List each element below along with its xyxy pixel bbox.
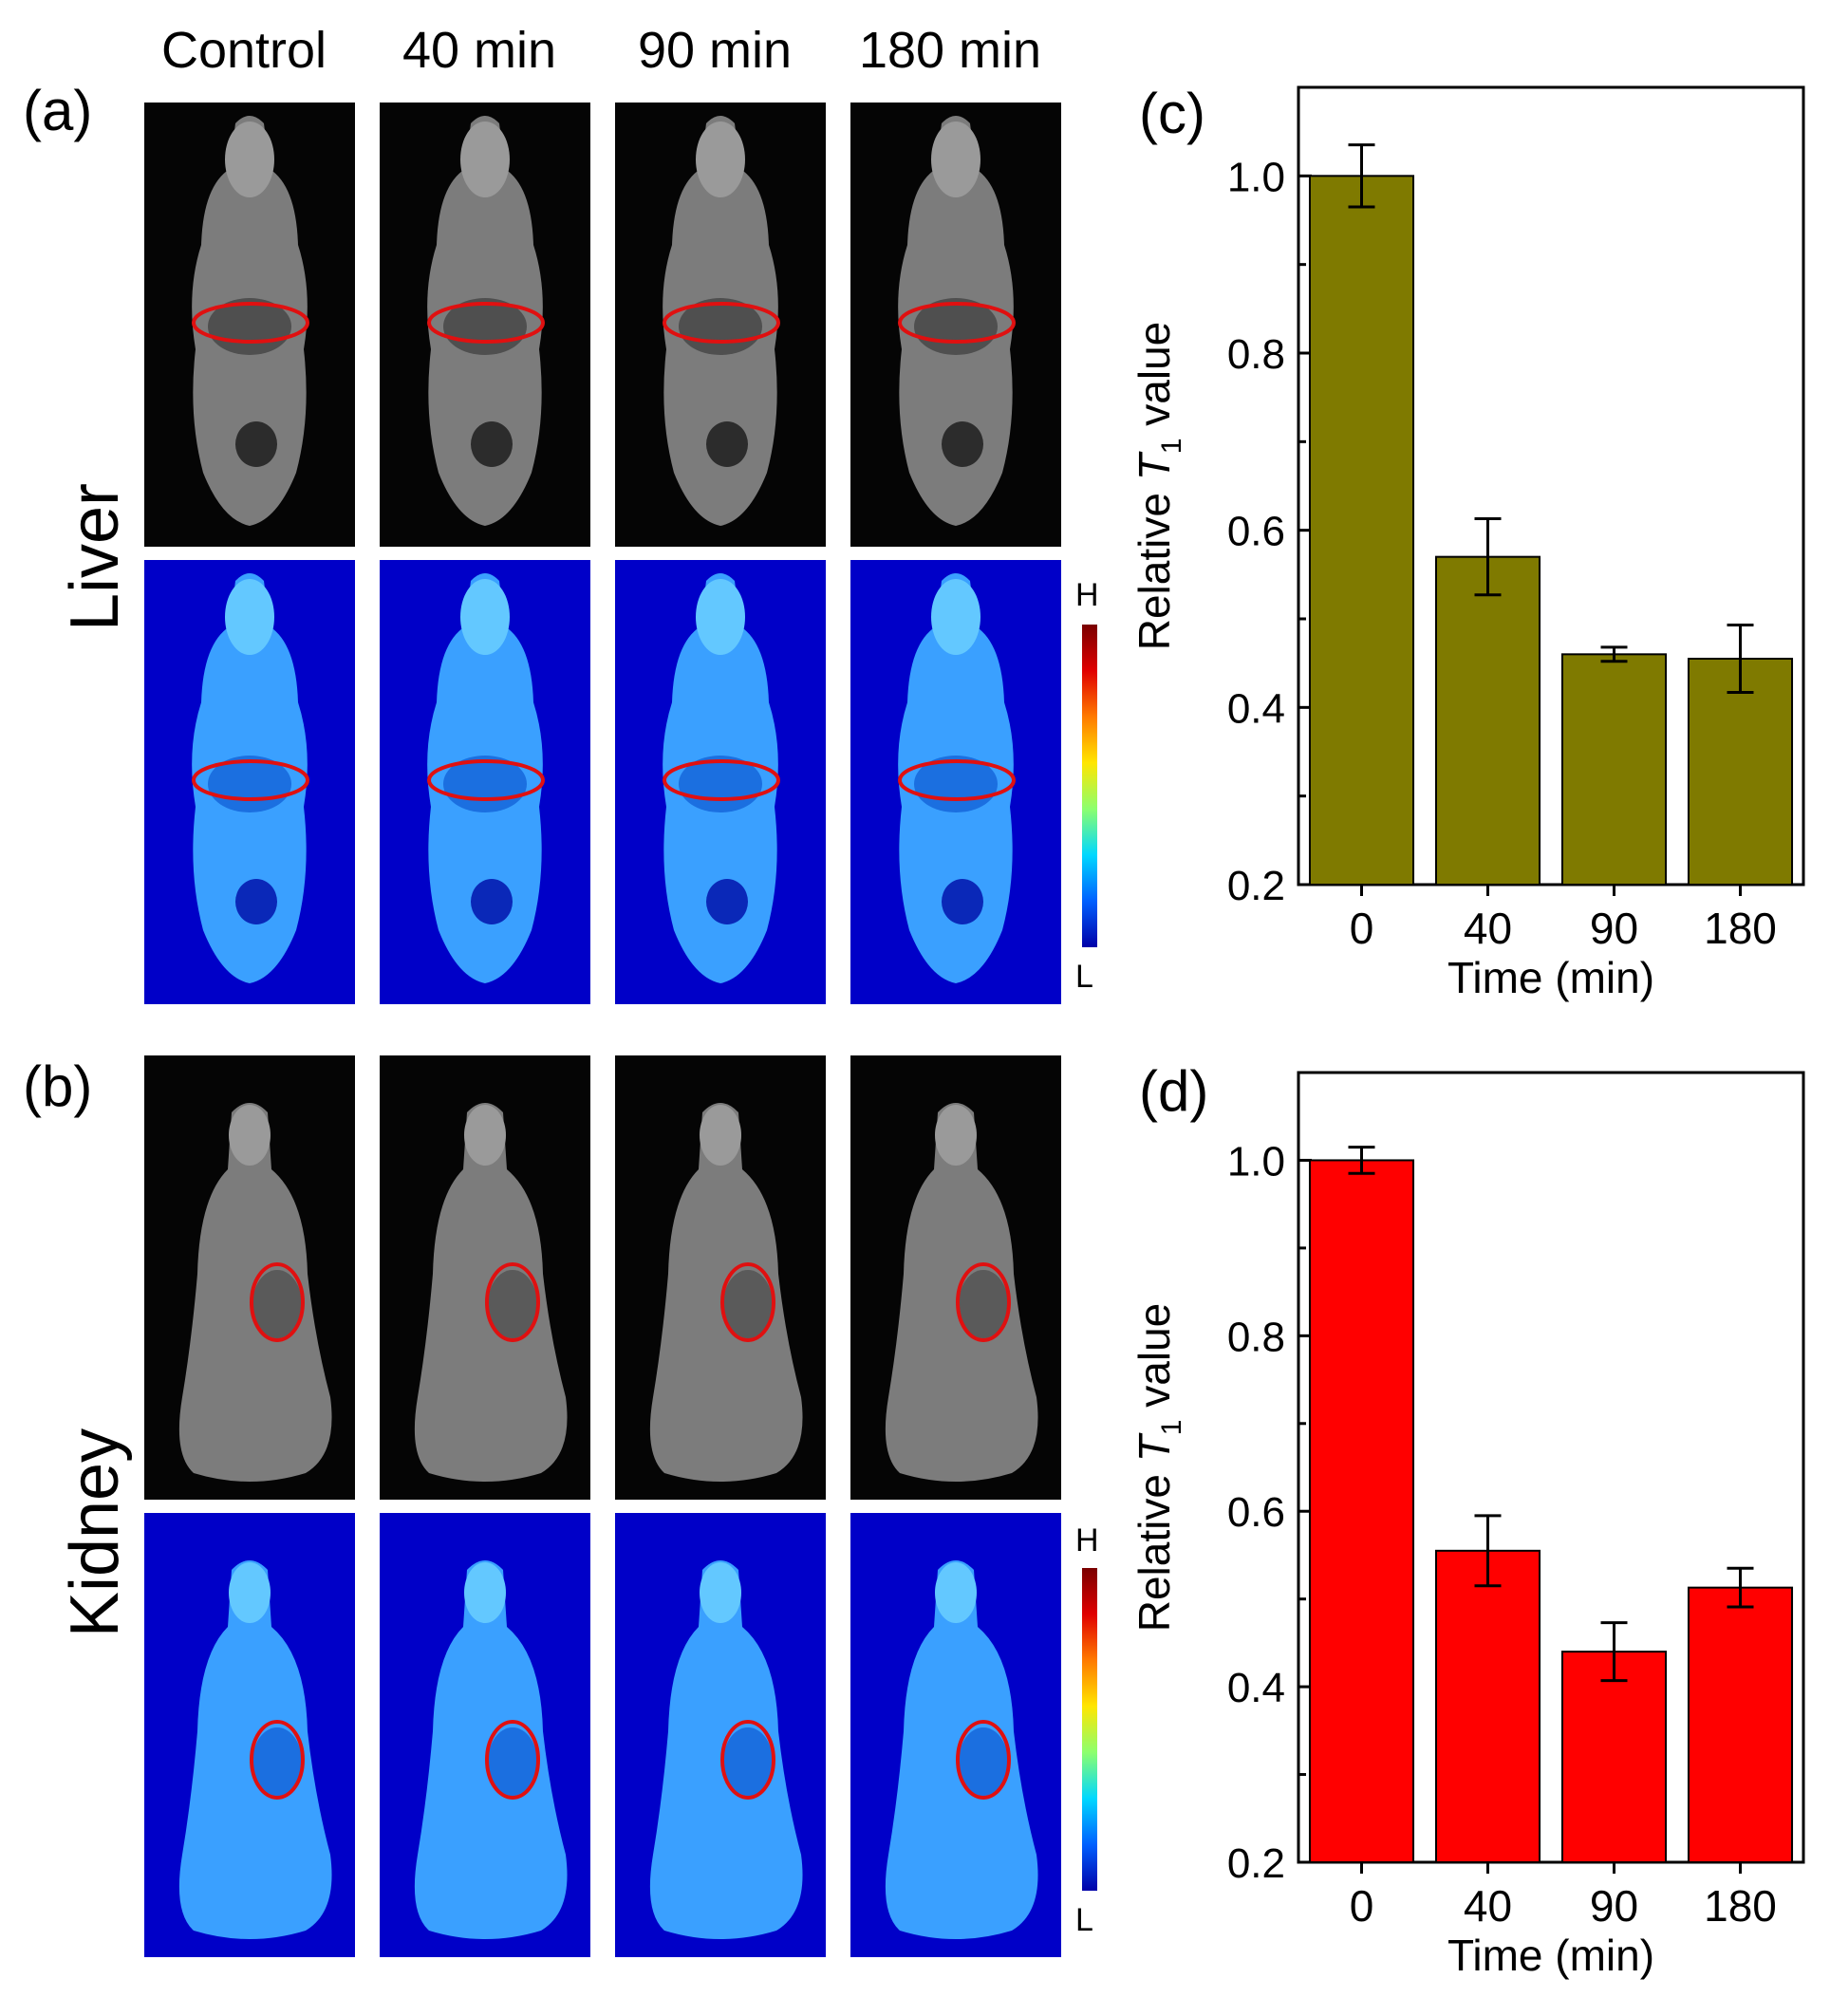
kidney-plot-frame (1297, 1071, 1805, 1864)
liver-colorbar (1082, 625, 1097, 947)
row-label-liver: Liver (57, 482, 133, 632)
kidney-t1-map-90min (615, 1513, 826, 1957)
liver-colorbar-high-label: H (1075, 577, 1099, 613)
kidney-t1-map-180min (850, 1513, 1061, 1957)
column-label-control: Control (160, 22, 327, 79)
kidney-x-axis-title: Time (min) (1447, 1931, 1654, 1980)
liver-colorbar-low-label: L (1075, 959, 1093, 995)
kidney-x-tick-label: 40 (1464, 1881, 1512, 1931)
liver-error-bar-180 (1727, 624, 1754, 694)
kidney-t1-bar-chart: 0.2 0.4 0.6 0.8 1.0 0 40 90 180 Time (min) Relativ… (1120, 1035, 1830, 2016)
kidney-y-tick-label: 0.6 (1227, 1489, 1285, 1536)
kidney-chart-svg: 0.2 0.4 0.6 0.8 1.0 0 40 90 180 Time (min) Relativ… (1130, 1059, 1805, 1980)
kidney-y-tick-label: 0.8 (1227, 1314, 1285, 1360)
liver-error-bar-40 (1474, 517, 1502, 597)
kidney-x-tick-label: 90 (1590, 1881, 1638, 1931)
liver-bar-90 (1560, 653, 1668, 886)
liver-plot-frame (1297, 85, 1805, 887)
liver-y-tick-label: 0.2 (1227, 863, 1285, 909)
liver-x-tick-label: 180 (1704, 904, 1777, 953)
kidney-x-tick-label: 180 (1704, 1881, 1777, 1931)
kidney-bar-180 (1687, 1586, 1794, 1863)
kidney-bar-40 (1434, 1549, 1541, 1863)
liver-t1-bar-chart: 0.2 0.4 0.6 0.8 1.0 0 40 90 180 Time (min) Relativ… (1120, 57, 1830, 1025)
kidney-colorbar-low-label: L (1075, 1902, 1093, 1938)
liver-t1-map-90min (615, 560, 826, 1004)
column-label-40min: 40 min (401, 22, 557, 79)
kidney-mri-control (144, 1055, 355, 1500)
kidney-mri-180min (850, 1055, 1061, 1500)
kidney-error-bar-180 (1727, 1566, 1754, 1609)
liver-mri-40min (380, 103, 590, 547)
kidney-error-bar-0 (1348, 1146, 1375, 1175)
liver-bar-0 (1308, 175, 1415, 887)
liver-mri-90min (615, 103, 826, 547)
kidney-y-tick-label: 1.0 (1227, 1138, 1285, 1185)
kidney-colorbar (1082, 1568, 1097, 1891)
kidney-y-tick-label: 0.2 (1227, 1840, 1285, 1887)
kidney-error-bar-40 (1474, 1514, 1502, 1588)
liver-chart-svg: 0.2 0.4 0.6 0.8 1.0 0 40 90 180 Time (min) Relativ… (1130, 82, 1805, 1002)
liver-y-tick-label: 1.0 (1227, 154, 1285, 200)
liver-t1-map-40min (380, 560, 590, 1004)
kidney-panel-tag: (d) (1139, 1059, 1208, 1123)
liver-x-tick-label: 0 (1350, 904, 1374, 953)
liver-panel-tag: (c) (1139, 82, 1205, 145)
liver-t1-map-control (144, 560, 355, 1004)
kidney-colorbar-high-label: H (1075, 1522, 1099, 1559)
liver-y-tick-label: 0.4 (1227, 685, 1285, 732)
liver-x-axis-title: Time (min) (1447, 953, 1654, 1002)
kidney-y-tick-label: 0.4 (1227, 1665, 1285, 1711)
liver-error-bar-0 (1348, 143, 1375, 209)
panel-tag-b: (b) (23, 1055, 93, 1118)
kidney-y-axis-title: Relative T1 value (1130, 1303, 1187, 1633)
liver-x-tick-label: 90 (1590, 904, 1638, 953)
kidney-x-tick-label: 0 (1350, 1881, 1374, 1931)
liver-x-tick-label: 40 (1464, 904, 1512, 953)
liver-error-bar-90 (1600, 645, 1628, 663)
kidney-error-bar-90 (1600, 1621, 1628, 1683)
liver-y-axis-title: Relative T1 value (1130, 322, 1187, 651)
liver-y-tick-label: 0.8 (1227, 331, 1285, 378)
kidney-bar-90 (1560, 1651, 1668, 1864)
kidney-t1-map-40min (380, 1513, 590, 1957)
column-label-90min: 90 min (637, 22, 793, 79)
kidney-mri-90min (615, 1055, 826, 1500)
kidney-t1-map-control (144, 1513, 355, 1957)
kidney-mri-40min (380, 1055, 590, 1500)
liver-bar-40 (1434, 555, 1541, 887)
liver-t1-map-180min (850, 560, 1061, 1004)
row-label-kidney: Kidney (57, 1428, 133, 1638)
kidney-bar-0 (1308, 1159, 1415, 1863)
column-label-180min: 180 min (858, 22, 1042, 79)
liver-mri-control (144, 103, 355, 547)
liver-y-tick-label: 0.6 (1227, 509, 1285, 555)
panel-tag-a: (a) (23, 79, 93, 142)
liver-mri-180min (850, 103, 1061, 547)
